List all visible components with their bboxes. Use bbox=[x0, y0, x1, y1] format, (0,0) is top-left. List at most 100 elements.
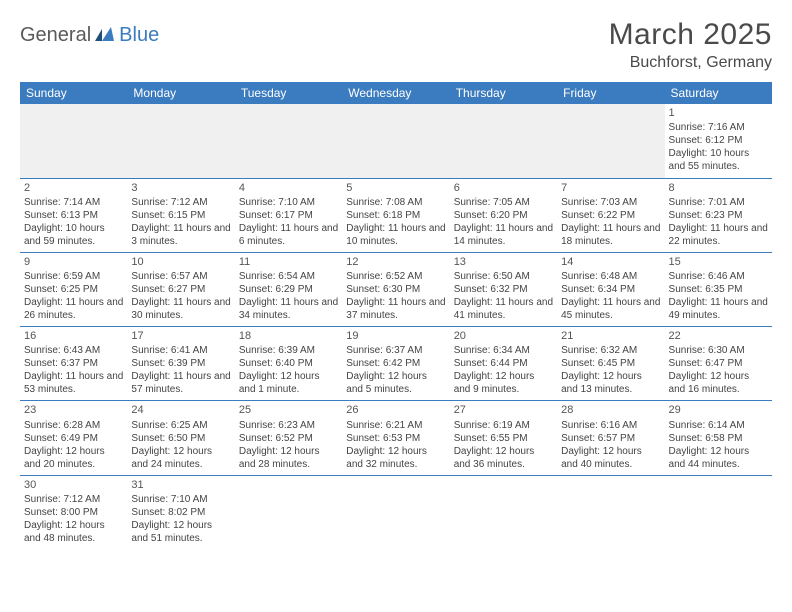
day-number: 6 bbox=[454, 181, 553, 195]
sunrise: Sunrise: 7:16 AM bbox=[669, 121, 768, 134]
calendar-cell: 21Sunrise: 6:32 AMSunset: 6:45 PMDayligh… bbox=[557, 327, 664, 401]
calendar-cell: 22Sunrise: 6:30 AMSunset: 6:47 PMDayligh… bbox=[665, 327, 772, 401]
sunrise: Sunrise: 7:01 AM bbox=[669, 196, 768, 209]
day-number: 31 bbox=[131, 478, 230, 492]
daylight: Daylight: 11 hours and 3 minutes. bbox=[131, 222, 230, 248]
calendar-cell bbox=[450, 475, 557, 549]
daylight: Daylight: 11 hours and 6 minutes. bbox=[239, 222, 338, 248]
calendar-cell: 15Sunrise: 6:46 AMSunset: 6:35 PMDayligh… bbox=[665, 252, 772, 326]
sunrise: Sunrise: 6:30 AM bbox=[669, 344, 768, 357]
day-number: 1 bbox=[669, 106, 768, 120]
day-number: 16 bbox=[24, 329, 123, 343]
daylight: Daylight: 10 hours and 59 minutes. bbox=[24, 222, 123, 248]
calendar-cell bbox=[342, 475, 449, 549]
daylight: Daylight: 11 hours and 14 minutes. bbox=[454, 222, 553, 248]
daylight: Daylight: 12 hours and 13 minutes. bbox=[561, 370, 660, 396]
daylight: Daylight: 11 hours and 53 minutes. bbox=[24, 370, 123, 396]
day-number: 19 bbox=[346, 329, 445, 343]
day-number: 15 bbox=[669, 255, 768, 269]
day-number: 25 bbox=[239, 403, 338, 417]
sunrise: Sunrise: 7:12 AM bbox=[131, 196, 230, 209]
day-header: Wednesday bbox=[342, 82, 449, 104]
sunset: Sunset: 6:27 PM bbox=[131, 283, 230, 296]
calendar-cell: 19Sunrise: 6:37 AMSunset: 6:42 PMDayligh… bbox=[342, 327, 449, 401]
sunrise: Sunrise: 6:54 AM bbox=[239, 270, 338, 283]
day-header: Thursday bbox=[450, 82, 557, 104]
sunset: Sunset: 6:17 PM bbox=[239, 209, 338, 222]
calendar-cell: 31Sunrise: 7:10 AMSunset: 8:02 PMDayligh… bbox=[127, 475, 234, 549]
day-number: 3 bbox=[131, 181, 230, 195]
daylight: Daylight: 11 hours and 26 minutes. bbox=[24, 296, 123, 322]
daylight: Daylight: 12 hours and 32 minutes. bbox=[346, 445, 445, 471]
day-number: 22 bbox=[669, 329, 768, 343]
day-header-row: SundayMondayTuesdayWednesdayThursdayFrid… bbox=[20, 82, 772, 104]
calendar-week-row: 1Sunrise: 7:16 AMSunset: 6:12 PMDaylight… bbox=[20, 104, 772, 178]
page: General Blue March 2025 Buchforst, Germa… bbox=[0, 0, 792, 559]
sunset: Sunset: 6:39 PM bbox=[131, 357, 230, 370]
sunrise: Sunrise: 7:10 AM bbox=[131, 493, 230, 506]
sunrise: Sunrise: 6:28 AM bbox=[24, 419, 123, 432]
daylight: Daylight: 12 hours and 44 minutes. bbox=[669, 445, 768, 471]
sunset: Sunset: 6:42 PM bbox=[346, 357, 445, 370]
day-number: 27 bbox=[454, 403, 553, 417]
daylight: Daylight: 12 hours and 40 minutes. bbox=[561, 445, 660, 471]
calendar-table: SundayMondayTuesdayWednesdayThursdayFrid… bbox=[20, 82, 772, 549]
sunrise: Sunrise: 7:10 AM bbox=[239, 196, 338, 209]
title-block: March 2025 Buchforst, Germany bbox=[609, 18, 772, 72]
sunrise: Sunrise: 6:16 AM bbox=[561, 419, 660, 432]
calendar-cell: 30Sunrise: 7:12 AMSunset: 8:00 PMDayligh… bbox=[20, 475, 127, 549]
calendar-cell bbox=[665, 475, 772, 549]
day-number: 26 bbox=[346, 403, 445, 417]
day-number: 7 bbox=[561, 181, 660, 195]
sunset: Sunset: 6:23 PM bbox=[669, 209, 768, 222]
day-number: 12 bbox=[346, 255, 445, 269]
sunset: Sunset: 6:32 PM bbox=[454, 283, 553, 296]
daylight: Daylight: 11 hours and 49 minutes. bbox=[669, 296, 768, 322]
sunrise: Sunrise: 6:57 AM bbox=[131, 270, 230, 283]
daylight: Daylight: 12 hours and 24 minutes. bbox=[131, 445, 230, 471]
day-number: 17 bbox=[131, 329, 230, 343]
calendar-cell: 14Sunrise: 6:48 AMSunset: 6:34 PMDayligh… bbox=[557, 252, 664, 326]
logo: General Blue bbox=[20, 24, 159, 47]
calendar-cell: 4Sunrise: 7:10 AMSunset: 6:17 PMDaylight… bbox=[235, 178, 342, 252]
day-header: Sunday bbox=[20, 82, 127, 104]
calendar-week-row: 23Sunrise: 6:28 AMSunset: 6:49 PMDayligh… bbox=[20, 401, 772, 475]
calendar-cell: 17Sunrise: 6:41 AMSunset: 6:39 PMDayligh… bbox=[127, 327, 234, 401]
day-header: Monday bbox=[127, 82, 234, 104]
sunset: Sunset: 6:30 PM bbox=[346, 283, 445, 296]
calendar-cell bbox=[342, 104, 449, 178]
sunset: Sunset: 6:13 PM bbox=[24, 209, 123, 222]
day-number: 24 bbox=[131, 403, 230, 417]
sunset: Sunset: 6:18 PM bbox=[346, 209, 445, 222]
sunrise: Sunrise: 6:34 AM bbox=[454, 344, 553, 357]
sunrise: Sunrise: 6:59 AM bbox=[24, 270, 123, 283]
calendar-cell: 6Sunrise: 7:05 AMSunset: 6:20 PMDaylight… bbox=[450, 178, 557, 252]
sunset: Sunset: 6:15 PM bbox=[131, 209, 230, 222]
logo-text-general: General bbox=[20, 24, 91, 47]
sunset: Sunset: 6:25 PM bbox=[24, 283, 123, 296]
daylight: Daylight: 12 hours and 5 minutes. bbox=[346, 370, 445, 396]
calendar-cell bbox=[557, 104, 664, 178]
sunset: Sunset: 6:47 PM bbox=[669, 357, 768, 370]
sunset: Sunset: 6:52 PM bbox=[239, 432, 338, 445]
daylight: Daylight: 11 hours and 41 minutes. bbox=[454, 296, 553, 322]
logo-text-blue: Blue bbox=[119, 24, 159, 47]
calendar-head: SundayMondayTuesdayWednesdayThursdayFrid… bbox=[20, 82, 772, 104]
calendar-body: 1Sunrise: 7:16 AMSunset: 6:12 PMDaylight… bbox=[20, 104, 772, 549]
day-number: 13 bbox=[454, 255, 553, 269]
sunrise: Sunrise: 6:52 AM bbox=[346, 270, 445, 283]
calendar-cell: 23Sunrise: 6:28 AMSunset: 6:49 PMDayligh… bbox=[20, 401, 127, 475]
sunset: Sunset: 6:44 PM bbox=[454, 357, 553, 370]
sunset: Sunset: 6:34 PM bbox=[561, 283, 660, 296]
day-number: 21 bbox=[561, 329, 660, 343]
calendar-cell: 11Sunrise: 6:54 AMSunset: 6:29 PMDayligh… bbox=[235, 252, 342, 326]
day-header: Friday bbox=[557, 82, 664, 104]
daylight: Daylight: 11 hours and 18 minutes. bbox=[561, 222, 660, 248]
calendar-cell: 27Sunrise: 6:19 AMSunset: 6:55 PMDayligh… bbox=[450, 401, 557, 475]
calendar-cell: 12Sunrise: 6:52 AMSunset: 6:30 PMDayligh… bbox=[342, 252, 449, 326]
day-header: Tuesday bbox=[235, 82, 342, 104]
day-number: 11 bbox=[239, 255, 338, 269]
sunset: Sunset: 6:40 PM bbox=[239, 357, 338, 370]
calendar-cell bbox=[127, 104, 234, 178]
daylight: Daylight: 11 hours and 57 minutes. bbox=[131, 370, 230, 396]
